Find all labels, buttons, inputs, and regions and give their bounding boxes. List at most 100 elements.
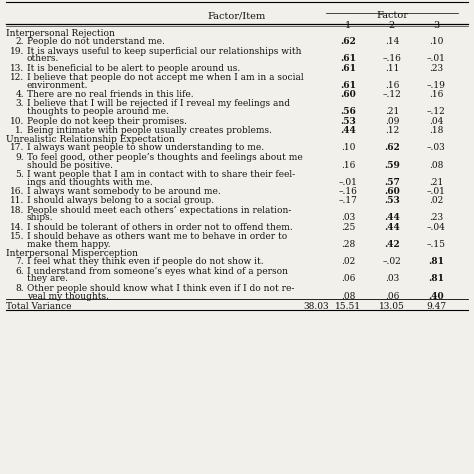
Text: .12: .12: [385, 126, 399, 135]
Text: .02: .02: [429, 196, 443, 205]
Text: 1: 1: [345, 21, 351, 30]
Text: 13.05: 13.05: [379, 302, 405, 311]
Text: should be positive.: should be positive.: [27, 161, 113, 170]
Text: .21: .21: [385, 107, 399, 116]
Text: –.15: –.15: [427, 240, 446, 249]
Text: People do not understand me.: People do not understand me.: [27, 37, 165, 46]
Text: .40: .40: [428, 292, 444, 301]
Text: .04: .04: [429, 117, 443, 126]
Text: .59: .59: [384, 161, 400, 170]
Text: 15.: 15.: [9, 232, 24, 241]
Text: Being intimate with people usually creates problems.: Being intimate with people usually creat…: [27, 126, 272, 135]
Text: .44: .44: [384, 223, 400, 232]
Text: .16: .16: [385, 81, 399, 90]
Text: .62: .62: [384, 144, 400, 153]
Text: make them happy.: make them happy.: [27, 240, 110, 249]
Text: 8.: 8.: [15, 284, 24, 293]
Text: 2: 2: [389, 21, 395, 30]
Text: I should behave as others want me to behave in order to: I should behave as others want me to beh…: [27, 232, 287, 241]
Text: I believe that I will be rejected if I reveal my feelings and: I believe that I will be rejected if I r…: [27, 100, 290, 109]
Text: I want people that I am in contact with to share their feel-: I want people that I am in contact with …: [27, 170, 295, 179]
Text: I should always belong to a social group.: I should always belong to a social group…: [27, 196, 214, 205]
Text: Interpersonal Rejection: Interpersonal Rejection: [6, 29, 115, 38]
Text: 6.: 6.: [15, 266, 24, 275]
Text: –.01: –.01: [427, 55, 446, 64]
Text: others.: others.: [27, 55, 59, 64]
Text: 12.: 12.: [10, 73, 24, 82]
Text: environment.: environment.: [27, 81, 89, 90]
Text: Total Variance: Total Variance: [6, 302, 72, 311]
Text: .25: .25: [341, 223, 355, 232]
Text: ings and thoughts with me.: ings and thoughts with me.: [27, 178, 153, 187]
Text: .53: .53: [340, 117, 356, 126]
Text: .61: .61: [340, 64, 356, 73]
Text: .16: .16: [429, 90, 443, 99]
Text: It is beneficial to be alert to people around us.: It is beneficial to be alert to people a…: [27, 64, 240, 73]
Text: 9.47: 9.47: [426, 302, 446, 311]
Text: –.01: –.01: [427, 187, 446, 196]
Text: .10: .10: [429, 37, 443, 46]
Text: .61: .61: [340, 81, 356, 90]
Text: 17.: 17.: [9, 144, 24, 153]
Text: –.02: –.02: [383, 257, 401, 266]
Text: I understand from someone’s eyes what kind of a person: I understand from someone’s eyes what ki…: [27, 266, 288, 275]
Text: There are no real friends in this life.: There are no real friends in this life.: [27, 90, 193, 99]
Text: .11: .11: [385, 64, 399, 73]
Text: .53: .53: [384, 196, 400, 205]
Text: It is always useful to keep superficial our relationships with: It is always useful to keep superficial …: [27, 46, 301, 55]
Text: .81: .81: [428, 274, 444, 283]
Text: Interpersonal Misperception: Interpersonal Misperception: [6, 249, 138, 258]
Text: thoughts to people around me.: thoughts to people around me.: [27, 107, 169, 116]
Text: .03: .03: [385, 274, 399, 283]
Text: Other people should know what I think even if I do not re-: Other people should know what I think ev…: [27, 284, 294, 293]
Text: .16: .16: [341, 161, 355, 170]
Text: 5.: 5.: [15, 170, 24, 179]
Text: 19.: 19.: [9, 46, 24, 55]
Text: Factor: Factor: [376, 11, 408, 20]
Text: 3: 3: [433, 21, 439, 30]
Text: .06: .06: [341, 274, 355, 283]
Text: 3.: 3.: [16, 100, 24, 109]
Text: 1.: 1.: [15, 126, 24, 135]
Text: .06: .06: [385, 292, 399, 301]
Text: People do not keep their promises.: People do not keep their promises.: [27, 117, 187, 126]
Text: –.17: –.17: [338, 196, 357, 205]
Text: veal my thoughts.: veal my thoughts.: [27, 292, 109, 301]
Text: –.12: –.12: [427, 107, 446, 116]
Text: .23: .23: [429, 64, 443, 73]
Text: –.03: –.03: [427, 144, 446, 153]
Text: –.16: –.16: [338, 187, 357, 196]
Text: .08: .08: [429, 161, 443, 170]
Text: To feel good, other people’s thoughts and feelings about me: To feel good, other people’s thoughts an…: [27, 153, 303, 162]
Text: 14.: 14.: [9, 223, 24, 232]
Text: 16.: 16.: [9, 187, 24, 196]
Text: 38.03: 38.03: [303, 302, 329, 311]
Text: .03: .03: [341, 213, 355, 222]
Text: –.01: –.01: [338, 178, 357, 187]
Text: ships.: ships.: [27, 213, 54, 222]
Text: .56: .56: [340, 107, 356, 116]
Text: 13.: 13.: [10, 64, 24, 73]
Text: .60: .60: [384, 187, 400, 196]
Text: .08: .08: [341, 292, 355, 301]
Text: 2.: 2.: [16, 37, 24, 46]
Text: 10.: 10.: [9, 117, 24, 126]
Text: –.04: –.04: [427, 223, 446, 232]
Text: .44: .44: [340, 126, 356, 135]
Text: .42: .42: [384, 240, 400, 249]
Text: they are.: they are.: [27, 274, 68, 283]
Text: –.12: –.12: [383, 90, 401, 99]
Text: .61: .61: [340, 55, 356, 64]
Text: I should be tolerant of others in order not to offend them.: I should be tolerant of others in order …: [27, 223, 293, 232]
Text: .28: .28: [341, 240, 355, 249]
Text: .60: .60: [340, 90, 356, 99]
Text: 9.: 9.: [15, 153, 24, 162]
Text: Factor/Item: Factor/Item: [208, 11, 266, 20]
Text: I feel what they think even if people do not show it.: I feel what they think even if people do…: [27, 257, 264, 266]
Text: .02: .02: [341, 257, 355, 266]
Text: 7.: 7.: [15, 257, 24, 266]
Text: .44: .44: [384, 213, 400, 222]
Text: 18.: 18.: [9, 206, 24, 215]
Text: I always want somebody to be around me.: I always want somebody to be around me.: [27, 187, 221, 196]
Text: .10: .10: [341, 144, 355, 153]
